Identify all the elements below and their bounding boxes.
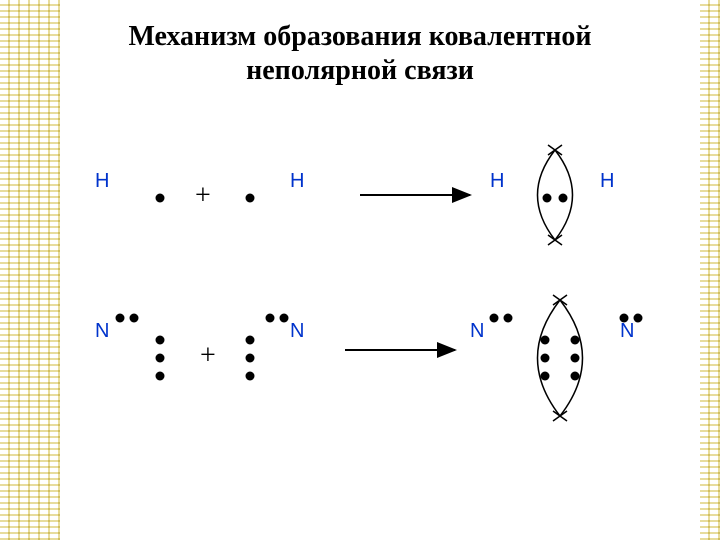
n-right-dot-0: [246, 336, 255, 345]
n-prod-right-lonepair-1: [634, 314, 643, 323]
n-prod-right-label: N: [620, 320, 634, 343]
h-plus: +: [195, 180, 211, 212]
n-right-label: N: [290, 320, 304, 343]
n-left-dot-1: [156, 354, 165, 363]
h-prod-oval: [538, 150, 573, 240]
n-prod-left-lonepair-0: [490, 314, 499, 323]
n-left-label: N: [95, 320, 109, 343]
h-right-dot-0: [246, 194, 255, 203]
n-prod-left-lonepair-1: [504, 314, 513, 323]
n-prod-oval-tick-0: [553, 295, 567, 305]
h-prod-right-label: H: [600, 170, 614, 193]
n-prod-rightdot-2: [571, 372, 580, 381]
n-plus: +: [200, 340, 216, 372]
h-right-label: H: [290, 170, 304, 193]
h-prod-dot-0: [543, 194, 552, 203]
n-right-lonepair-1: [280, 314, 289, 323]
n-prod-oval-tick-1: [553, 411, 567, 421]
n-left-dot-0: [156, 336, 165, 345]
n-prod-rightdot-0: [571, 336, 580, 345]
h-prod-oval-tick-1: [548, 235, 562, 245]
h-prod-oval-tick-0: [548, 145, 562, 155]
n-prod-leftdot-2: [541, 372, 550, 381]
n-prod-left-label: N: [470, 320, 484, 343]
n-prod-rightdot-1: [571, 354, 580, 363]
n-left-dot-2: [156, 372, 165, 381]
n-left-lonepair-0: [116, 314, 125, 323]
n-prod-leftdot-1: [541, 354, 550, 363]
n-left-lonepair-1: [130, 314, 139, 323]
diagram-svg: [0, 0, 720, 540]
h-left-dot-0: [156, 194, 165, 203]
n-prod-leftdot-0: [541, 336, 550, 345]
h-prod-dot-1: [559, 194, 568, 203]
n-right-dot-2: [246, 372, 255, 381]
n-right-dot-1: [246, 354, 255, 363]
n-right-lonepair-0: [266, 314, 275, 323]
h-left-label: H: [95, 170, 109, 193]
h-prod-left-label: H: [490, 170, 504, 193]
